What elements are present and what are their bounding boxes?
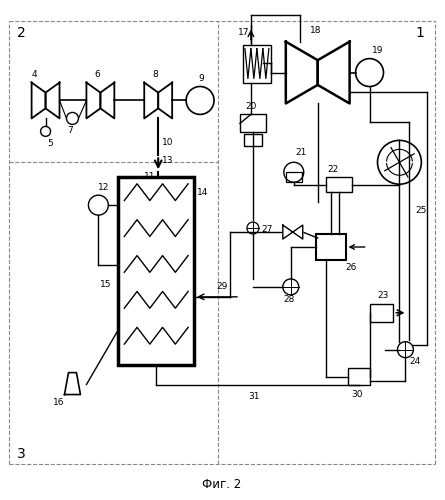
Text: 5: 5 bbox=[48, 139, 53, 148]
Text: 31: 31 bbox=[248, 392, 259, 401]
Text: 4: 4 bbox=[32, 70, 37, 79]
Polygon shape bbox=[45, 82, 60, 118]
Bar bbox=[369, 304, 393, 322]
Text: 28: 28 bbox=[284, 296, 295, 304]
Text: 15: 15 bbox=[101, 280, 112, 289]
Bar bbox=[316, 234, 346, 260]
Text: 27: 27 bbox=[261, 224, 272, 234]
Bar bbox=[286, 172, 302, 182]
Text: 2: 2 bbox=[16, 26, 25, 40]
Text: 17: 17 bbox=[238, 28, 250, 37]
Text: 22: 22 bbox=[328, 165, 339, 174]
Text: 24: 24 bbox=[409, 357, 421, 366]
Bar bbox=[240, 114, 266, 132]
Text: 18: 18 bbox=[310, 26, 321, 35]
Polygon shape bbox=[283, 225, 303, 239]
Text: 9: 9 bbox=[198, 74, 204, 83]
Text: 19: 19 bbox=[372, 46, 383, 55]
Text: Фиг. 2: Фиг. 2 bbox=[202, 478, 242, 491]
Text: 29: 29 bbox=[216, 282, 227, 292]
Text: 30: 30 bbox=[352, 390, 363, 399]
Polygon shape bbox=[158, 82, 172, 118]
Text: 23: 23 bbox=[377, 292, 389, 300]
Text: 3: 3 bbox=[16, 448, 25, 462]
Polygon shape bbox=[65, 372, 81, 394]
Text: 1: 1 bbox=[415, 26, 424, 40]
Text: 20: 20 bbox=[245, 102, 256, 111]
Text: 7: 7 bbox=[68, 126, 73, 135]
Text: 14: 14 bbox=[197, 188, 208, 196]
Text: 12: 12 bbox=[98, 182, 110, 192]
Bar bbox=[244, 134, 262, 146]
Polygon shape bbox=[101, 82, 114, 118]
Text: 26: 26 bbox=[346, 264, 357, 272]
Polygon shape bbox=[286, 42, 318, 104]
Polygon shape bbox=[144, 82, 158, 118]
Text: 16: 16 bbox=[53, 398, 64, 407]
Polygon shape bbox=[32, 82, 45, 118]
Text: 21: 21 bbox=[296, 148, 307, 157]
Text: 11: 11 bbox=[144, 172, 156, 180]
Bar bbox=[118, 177, 194, 364]
Bar bbox=[243, 44, 271, 82]
Polygon shape bbox=[86, 82, 101, 118]
Text: 25: 25 bbox=[415, 206, 427, 214]
Bar bbox=[348, 368, 369, 384]
Text: 10: 10 bbox=[162, 138, 174, 147]
Text: 8: 8 bbox=[152, 70, 158, 79]
Text: 13: 13 bbox=[162, 156, 174, 165]
Text: 6: 6 bbox=[94, 70, 100, 79]
Bar bbox=[326, 177, 352, 192]
Polygon shape bbox=[318, 42, 350, 104]
